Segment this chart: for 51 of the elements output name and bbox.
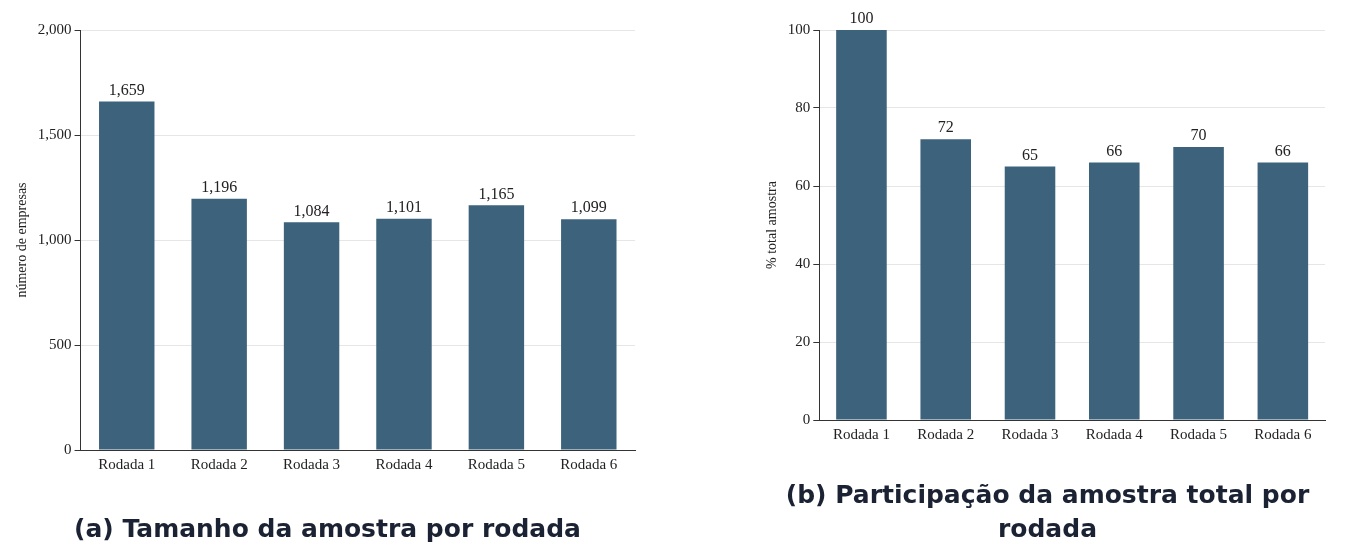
bar xyxy=(468,205,525,450)
y-tick-label: 500 xyxy=(49,335,72,352)
data-label: 1,084 xyxy=(293,201,330,219)
y-tick-label: 20 xyxy=(795,332,811,349)
data-label: 1,099 xyxy=(570,198,607,216)
x-tick-label: Rodada 1 xyxy=(832,425,890,442)
data-label: 1,101 xyxy=(385,197,422,215)
data-label: 66 xyxy=(1274,141,1291,159)
data-label: 1,165 xyxy=(478,184,515,202)
data-label: 70 xyxy=(1190,126,1207,144)
y-tick-label: 0 xyxy=(802,410,811,427)
x-tick-label: Rodada 1 xyxy=(98,455,156,472)
x-tick-label: Rodada 6 xyxy=(1254,425,1312,442)
data-label: 72 xyxy=(937,118,954,136)
bar xyxy=(1257,162,1309,420)
x-tick-label: Rodada 2 xyxy=(190,455,248,472)
bar xyxy=(1173,147,1224,420)
data-label: 66 xyxy=(1106,141,1123,159)
bar xyxy=(920,139,972,420)
y-axis-title: número de empresas xyxy=(14,182,30,298)
bar xyxy=(99,101,155,450)
x-tick-label: Rodada 4 xyxy=(375,455,434,472)
bar xyxy=(836,30,887,420)
x-tick-label: Rodada 3 xyxy=(283,455,341,472)
data-label: 100 xyxy=(849,9,874,27)
y-axis-title: % total amostra xyxy=(764,180,780,269)
x-tick-label: Rodada 3 xyxy=(1001,425,1059,442)
data-label: 1,659 xyxy=(108,80,145,98)
bar xyxy=(376,218,432,450)
x-tick-label: Rodada 5 xyxy=(467,455,525,472)
bar xyxy=(561,219,617,450)
y-tick-label: 0 xyxy=(64,440,72,457)
data-label: 1,196 xyxy=(201,178,238,196)
y-tick-label: 60 xyxy=(795,176,811,193)
y-tick-label: 80 xyxy=(795,98,811,115)
bar xyxy=(1004,166,1056,420)
bar xyxy=(191,198,247,450)
data-label: 65 xyxy=(1022,145,1039,163)
x-tick-label: Rodada 2 xyxy=(917,425,975,442)
y-tick-label: 2,000 xyxy=(37,20,72,37)
x-tick-label: Rodada 6 xyxy=(560,455,618,472)
y-tick-label: 1,500 xyxy=(37,125,72,142)
text: (a) Tamanho da amostra por rodada xyxy=(73,513,582,545)
bar xyxy=(1089,162,1140,420)
y-tick-label: 100 xyxy=(787,20,811,37)
y-tick-label: 40 xyxy=(795,254,811,271)
x-tick-label: Rodada 4 xyxy=(1085,425,1144,442)
y-tick-label: 1,000 xyxy=(37,230,72,247)
x-tick-label: Rodada 5 xyxy=(1170,425,1228,442)
bar xyxy=(283,222,340,450)
text: (b) Participação da amostra total por rodada xyxy=(784,479,1311,545)
